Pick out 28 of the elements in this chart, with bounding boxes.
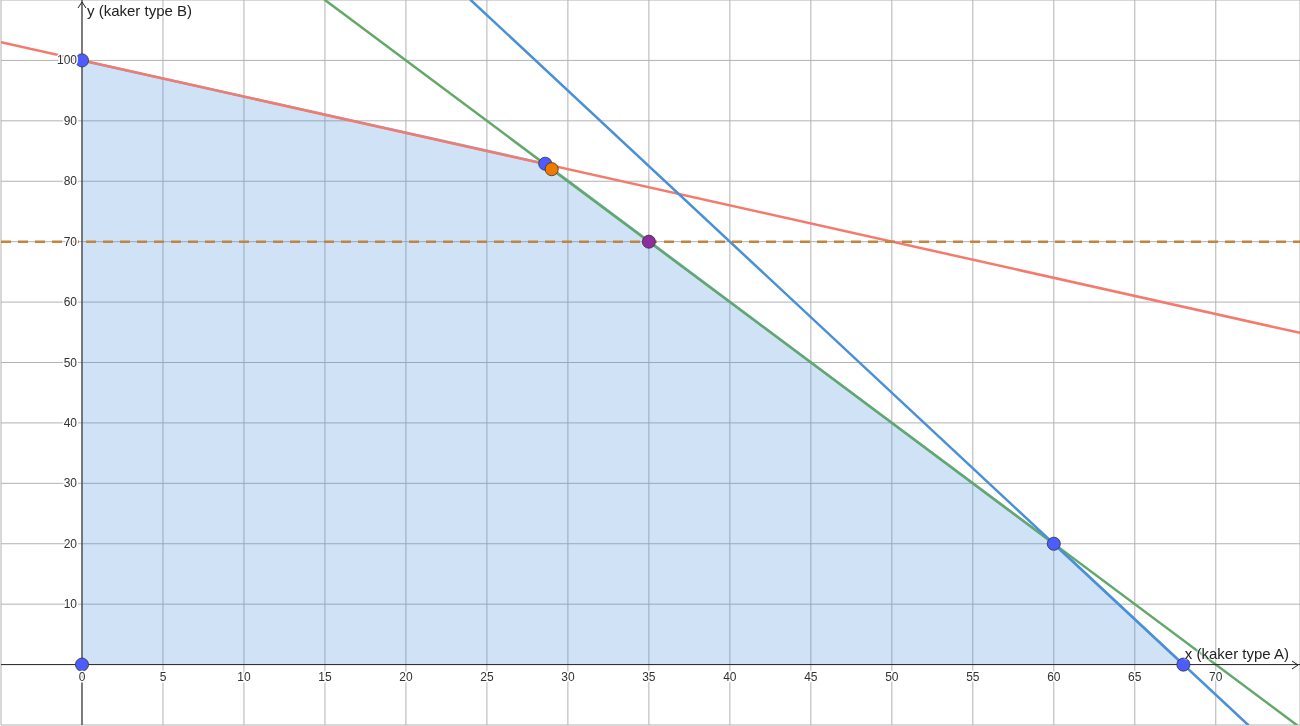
x-tick-label: 25 bbox=[480, 669, 494, 684]
y-tick-label: 10 bbox=[63, 597, 78, 612]
x-tick-label: 20 bbox=[399, 669, 413, 684]
y-tick-label: 20 bbox=[63, 536, 78, 551]
x-tick-label: 30 bbox=[561, 669, 575, 684]
point bbox=[75, 53, 89, 68]
y-tick-label: 30 bbox=[63, 476, 78, 491]
x-tick-label: 70 bbox=[1209, 669, 1223, 684]
x-tick-label: 5 bbox=[159, 669, 167, 684]
y-tick-label: 90 bbox=[63, 113, 78, 128]
x-tick-label: 40 bbox=[723, 669, 737, 684]
point bbox=[75, 657, 89, 672]
x-tick-label: 65 bbox=[1128, 669, 1142, 684]
x-tick-label: 50 bbox=[885, 669, 899, 684]
x-tick-label: 15 bbox=[318, 669, 332, 684]
y-tick-label: 50 bbox=[63, 355, 78, 370]
y-tick-label: 60 bbox=[63, 295, 78, 310]
x-tick-label: 60 bbox=[1047, 669, 1061, 684]
point bbox=[544, 162, 559, 177]
x-tick-label: 55 bbox=[966, 669, 980, 684]
x-tick-label: 45 bbox=[804, 669, 818, 684]
y-tick-label: 80 bbox=[63, 174, 78, 189]
x-tick-label: 10 bbox=[237, 669, 251, 684]
y-tick-label: 40 bbox=[63, 415, 78, 430]
x-tick-label: 35 bbox=[642, 669, 656, 684]
point bbox=[1046, 536, 1061, 551]
y-axis-title: y (kaker type B) bbox=[86, 2, 193, 20]
point bbox=[641, 234, 656, 249]
